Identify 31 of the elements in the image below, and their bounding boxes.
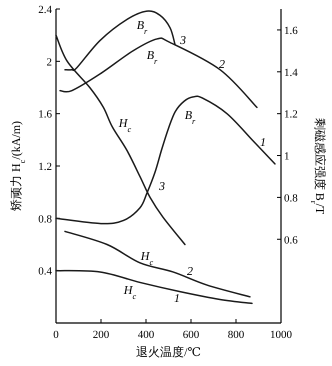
y-tick-label: 0.8 (38, 213, 52, 226)
y2-tick-label: 0.8 (284, 192, 298, 204)
annotation: 2 (187, 264, 193, 278)
y-tick-label: 1.6 (38, 108, 52, 121)
y-tick-label: 2 (46, 56, 52, 68)
x-tick-label: 200 (92, 329, 110, 341)
y2-tick-label: 1.6 (284, 24, 298, 37)
x-tick-label: 600 (182, 329, 200, 341)
annotation: 3 (179, 33, 186, 47)
y-tick-label: 2.4 (38, 4, 52, 16)
annotation: H$_{c}$ (140, 249, 154, 266)
x-axis-title: 退火温度/℃ (136, 345, 201, 359)
y2-tick-label: 1.4 (284, 66, 298, 79)
annotation: H$_{c}$ (118, 116, 132, 134)
annotation: 1 (174, 291, 180, 305)
annotation: B$_{r}$ (184, 108, 196, 126)
x-tick-label: 800 (228, 329, 245, 341)
annotation: 2 (219, 57, 225, 71)
y2-tick-label: 1.2 (284, 108, 298, 121)
annotation: B$_{r}$ (136, 18, 148, 36)
x-tick-label: 400 (138, 329, 155, 341)
y-tick-label: 1.2 (38, 161, 52, 173)
x-tick-label: 0 (53, 329, 60, 341)
annotation: 3 (158, 179, 165, 193)
annotation: H$_{c}$ (122, 283, 136, 300)
annotation: 1 (260, 135, 266, 149)
y2-tick-label: 1 (284, 150, 290, 163)
x-tick-label: 1000 (270, 329, 292, 341)
y-tick-label: 0.4 (38, 266, 52, 278)
y2-tick-label: 0.6 (284, 234, 298, 246)
annotation: B$_{r}$ (146, 48, 158, 66)
